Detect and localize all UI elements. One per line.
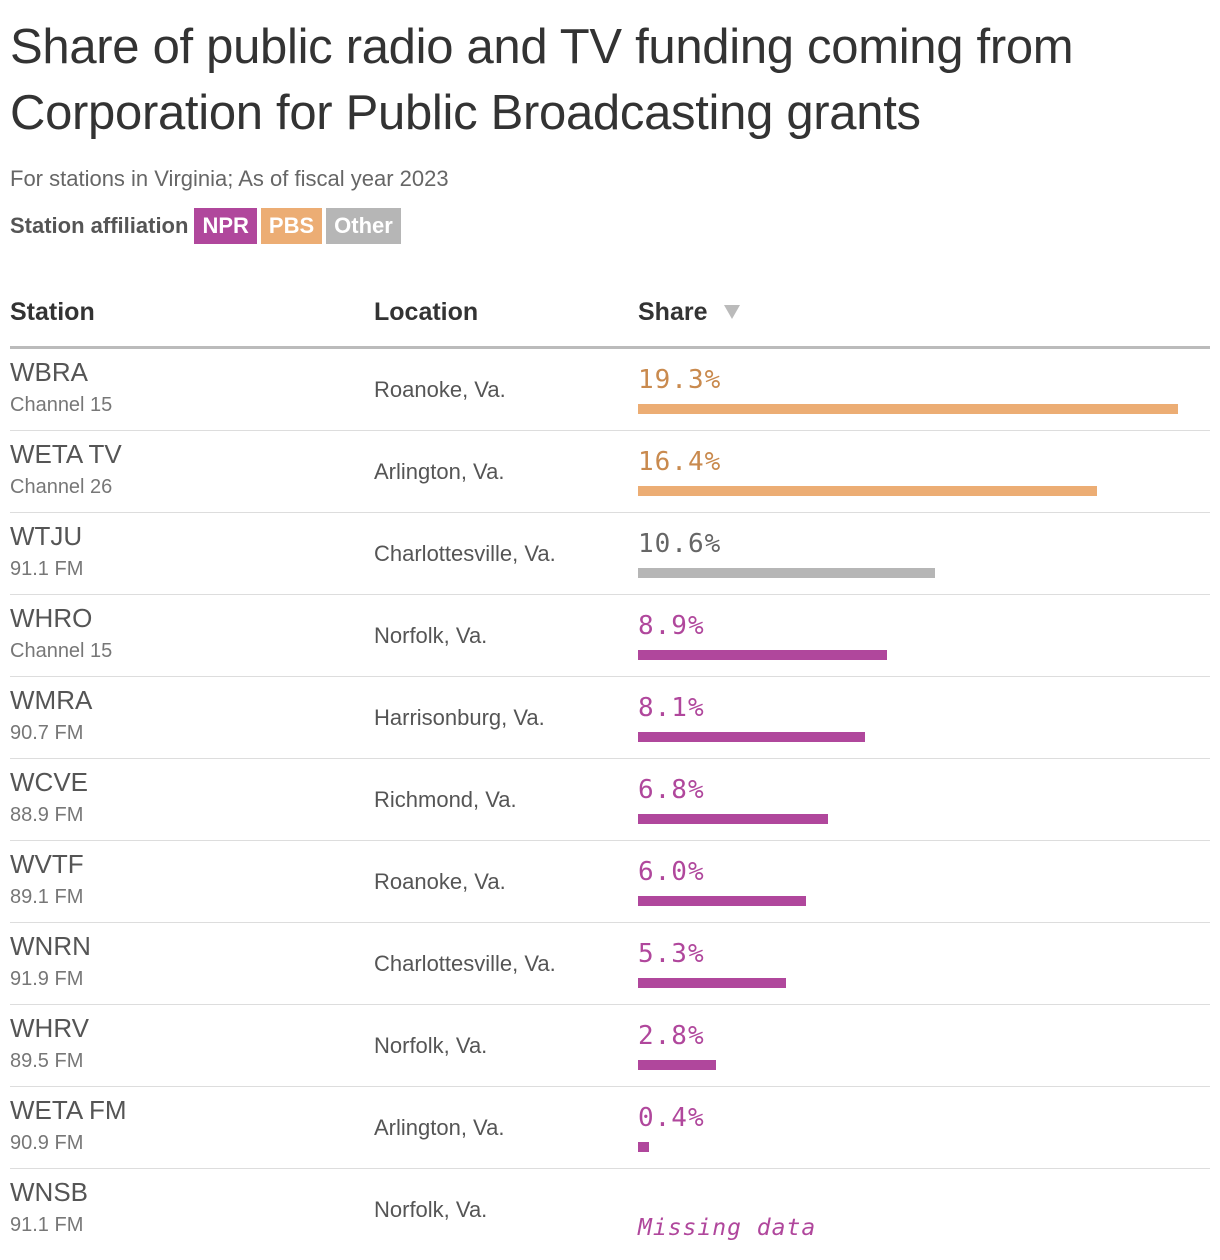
column-header-share-label: Share bbox=[638, 298, 708, 326]
station-location: Harrisonburg, Va. bbox=[374, 705, 545, 730]
station-location: Roanoke, Va. bbox=[374, 869, 506, 894]
share-value-label: 19.3% bbox=[638, 365, 722, 395]
legend: Station affiliation NPR PBS Other bbox=[10, 208, 405, 244]
table-header: Station Location Share bbox=[10, 290, 1210, 336]
station-location: Charlottesville, Va. bbox=[374, 951, 556, 976]
station-frequency: Channel 26 bbox=[10, 476, 113, 498]
station-name: WMRA bbox=[10, 685, 93, 715]
station-frequency: 88.9 FM bbox=[10, 804, 84, 826]
share-bar bbox=[638, 896, 806, 906]
station-name: WBRA bbox=[10, 357, 88, 387]
share-value-label: 8.9% bbox=[638, 611, 705, 641]
table-row: WNRN 91.9 FM Charlottesville, Va. 5.3% bbox=[10, 923, 1210, 1005]
share-bar bbox=[638, 1060, 716, 1070]
share-bar bbox=[638, 732, 865, 742]
chart-title: Share of public radio and TV funding com… bbox=[10, 20, 1074, 140]
share-bar bbox=[638, 978, 786, 988]
station-frequency: 91.1 FM bbox=[10, 558, 84, 580]
table-row: WHRV 89.5 FM Norfolk, Va. 2.8% bbox=[10, 1005, 1210, 1087]
station-location: Arlington, Va. bbox=[374, 1115, 505, 1140]
station-name: WVTF bbox=[10, 849, 84, 879]
header-divider bbox=[10, 346, 1210, 349]
column-header-station[interactable]: Station bbox=[10, 298, 95, 326]
station-location: Roanoke, Va. bbox=[374, 377, 506, 402]
station-frequency: 89.1 FM bbox=[10, 886, 84, 908]
table-body: WBRA Channel 15 Roanoke, Va. 19.3% WETA TV Ch… bbox=[10, 349, 1210, 1250]
station-frequency: Channel 15 bbox=[10, 394, 113, 416]
share-value-label: 5.3% bbox=[638, 939, 705, 969]
share-value-label: 0.4% bbox=[638, 1103, 705, 1133]
station-frequency: 90.9 FM bbox=[10, 1132, 84, 1154]
share-bar bbox=[638, 568, 935, 578]
table-row: WETA TV Channel 26 Arlington, Va. 16.4% bbox=[10, 431, 1210, 513]
share-bar bbox=[638, 650, 887, 660]
share-value-label: 2.8% bbox=[638, 1021, 705, 1051]
share-bar bbox=[638, 486, 1097, 496]
legend-chip-pbs: PBS bbox=[260, 208, 323, 244]
sort-down-triangle-icon[interactable] bbox=[724, 297, 741, 326]
station-frequency: 90.7 FM bbox=[10, 722, 84, 744]
station-name: WETA TV bbox=[10, 439, 122, 469]
table-row: WTJU 91.1 FM Charlottesville, Va. 10.6% bbox=[10, 513, 1210, 595]
share-bar bbox=[638, 814, 828, 824]
station-location: Norfolk, Va. bbox=[374, 1197, 488, 1222]
missing-data-label: Missing data bbox=[638, 1215, 817, 1241]
station-name: WHRV bbox=[10, 1013, 89, 1043]
share-value-label: 10.6% bbox=[638, 529, 722, 559]
table-row: WMRA 90.7 FM Harrisonburg, Va. 8.1% bbox=[10, 677, 1210, 759]
station-location: Arlington, Va. bbox=[374, 459, 505, 484]
station-frequency: Channel 15 bbox=[10, 640, 113, 662]
table-row: WVTF 89.1 FM Roanoke, Va. 6.0% bbox=[10, 841, 1210, 923]
station-location: Richmond, Va. bbox=[374, 787, 517, 812]
table-row: WCVE 88.9 FM Richmond, Va. 6.8% bbox=[10, 759, 1210, 841]
table-row: WHRO Channel 15 Norfolk, Va. 8.9% bbox=[10, 595, 1210, 677]
share-bar bbox=[638, 1142, 649, 1152]
column-header-share[interactable]: Share bbox=[638, 297, 741, 328]
station-name: WTJU bbox=[10, 521, 83, 551]
share-value-label: 16.4% bbox=[638, 447, 722, 477]
station-name: WCVE bbox=[10, 767, 88, 797]
column-header-location[interactable]: Location bbox=[374, 298, 479, 326]
table-row: WETA FM 90.9 FM Arlington, Va. 0.4% bbox=[10, 1087, 1210, 1169]
station-name: WNSB bbox=[10, 1177, 88, 1207]
legend-label: Station affiliation bbox=[10, 213, 189, 238]
station-name: WETA FM bbox=[10, 1095, 127, 1125]
station-frequency: 89.5 FM bbox=[10, 1050, 84, 1072]
share-bar bbox=[638, 404, 1178, 414]
table-row: WNSB 91.1 FM Norfolk, Va. Missing data bbox=[10, 1169, 1210, 1250]
legend-chip-npr: NPR bbox=[194, 208, 257, 244]
station-location: Charlottesville, Va. bbox=[374, 541, 556, 566]
station-frequency: 91.1 FM bbox=[10, 1214, 84, 1236]
share-value-label: 6.8% bbox=[638, 775, 705, 805]
station-name: WNRN bbox=[10, 931, 91, 961]
station-location: Norfolk, Va. bbox=[374, 623, 488, 648]
station-frequency: 91.9 FM bbox=[10, 968, 84, 990]
share-value-label: 6.0% bbox=[638, 857, 705, 887]
table-row: WBRA Channel 15 Roanoke, Va. 19.3% bbox=[10, 349, 1210, 431]
station-location: Norfolk, Va. bbox=[374, 1033, 488, 1058]
share-value-label: 8.1% bbox=[638, 693, 705, 723]
chart-subtitle: For stations in Virginia; As of fiscal y… bbox=[10, 166, 449, 191]
legend-chip-other: Other bbox=[326, 208, 401, 244]
station-name: WHRO bbox=[10, 603, 93, 633]
